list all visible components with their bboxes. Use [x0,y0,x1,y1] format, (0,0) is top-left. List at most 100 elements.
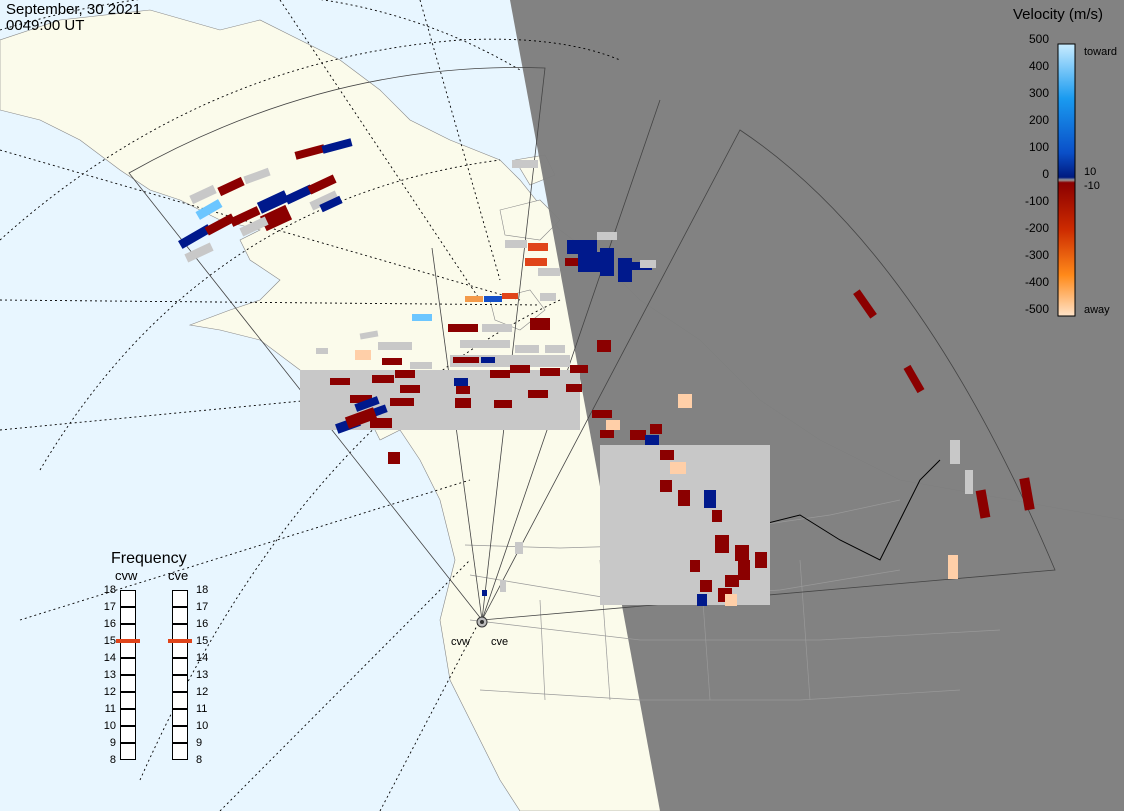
frequency-scale-label: 11 [196,703,208,715]
scatter-cell [606,420,620,430]
scatter-cell [494,400,512,408]
frequency-scale-label: 15 [103,635,116,647]
scatter-cell [670,462,686,474]
scatter-cell [567,240,597,254]
scatter-cell [512,160,538,168]
frequency-scale-label: 8 [196,754,203,766]
scatter-cell [530,318,550,330]
scatter-cell [454,378,468,386]
scatter-cell [484,296,502,302]
scatter-cell [307,174,337,195]
scatter-cell [321,138,353,154]
scatter-cell [189,184,217,205]
colorbar-tick: 500 [1028,32,1049,46]
frequency-scale-label: 15 [196,635,209,647]
scatter-cell [540,293,556,301]
scatter-cell [965,470,973,494]
colorbar-plus10-label: 10 [1084,166,1097,178]
frequency-scale-label: 14 [196,652,209,664]
frequency-ladder-cell [172,641,188,658]
frequency-ladder-cell [172,743,188,760]
scatter-cell [660,450,674,460]
frequency-ladder-cell [172,607,188,624]
scatter-cell [229,206,261,227]
scatter-cell [515,345,539,353]
frequency-ladder-cell [172,658,188,675]
frequency-scale-label: 17 [103,601,116,613]
scatter-cell [678,490,690,506]
scatter-cell [697,594,707,606]
frequency-ladder-cell [120,641,136,658]
scatter-cell [400,385,420,393]
scatter-cell [715,535,729,553]
scatter-cell [490,370,510,378]
frequency-scale-label: 14 [103,652,116,664]
radar-site-dot [480,620,484,624]
frequency-marker [168,639,192,643]
scatter-cell [525,258,547,266]
colorbar-tick: 100 [1028,140,1049,154]
scatter-cell [950,440,960,464]
scatter-cell [640,260,656,268]
scatter-cell [395,370,415,378]
scatter-cell [284,184,314,205]
scatter-cell [319,195,343,213]
frequency-ladder-cell [172,709,188,726]
scatter-cell [630,430,646,440]
velocity-colorbar [1057,43,1076,317]
scatter-cell [712,510,722,522]
scatter-cell [482,590,487,596]
scatter-cell [430,423,446,429]
frequency-scale-label: 9 [196,737,203,749]
colorbar-tick: 200 [1028,113,1049,127]
frequency-scale-label: 11 [104,703,116,715]
scatter-cell [370,418,392,428]
scatter-cell [412,314,432,321]
frequency-ladder-cell [120,692,136,709]
scatter-cell [678,394,692,408]
scatter-cells [178,138,1035,606]
frequency-scale-label: 9 [109,737,116,749]
scatter-cell [388,452,400,464]
scatter-cell [243,167,271,185]
scatter-cell [700,580,712,592]
scatter-cell [566,384,582,392]
scatter-cell [316,348,328,354]
scatter-cell [565,258,585,266]
scatter-cell [853,289,877,319]
scatter-cell [178,224,212,249]
scatter-cell [515,542,523,554]
night-terminator-shade [510,0,1124,811]
frequency-ladder-cell [120,743,136,760]
scatter-cell [460,340,510,348]
scatter-cell [704,490,716,508]
scatter-cell [355,350,371,360]
date-label: September, 30 2021 [6,1,142,18]
scatter-cell [372,375,394,383]
scatter-cell [456,386,470,394]
frequency-scale-label: 16 [103,618,116,630]
scatter-cell [390,398,414,406]
scatter-cell [735,545,749,561]
colorbar-tick: 400 [1028,59,1049,73]
frequency-scale-label: 12 [103,686,116,698]
scatter-cell [500,580,506,592]
frequency-scale-label: 10 [196,720,209,732]
graticule [0,0,621,811]
scatter-cell [755,552,767,568]
scatter-cell [597,232,617,240]
time-label: 0049:00 UT [6,17,85,34]
scatter-cell [570,365,588,373]
frequency-scale-label: 13 [103,669,116,681]
colorbar-title: Velocity (m/s) [1013,6,1104,23]
scatter-cell [660,480,672,492]
scatter-cell [354,396,380,412]
scatter-cell [465,296,483,302]
scatter-cell [239,216,269,237]
scatter-cell [455,423,467,429]
frequency-scale-label: 18 [196,584,209,596]
scatter-cell [450,355,570,367]
frequency-ladder-cell [120,726,136,743]
scatter-cell [597,340,611,352]
